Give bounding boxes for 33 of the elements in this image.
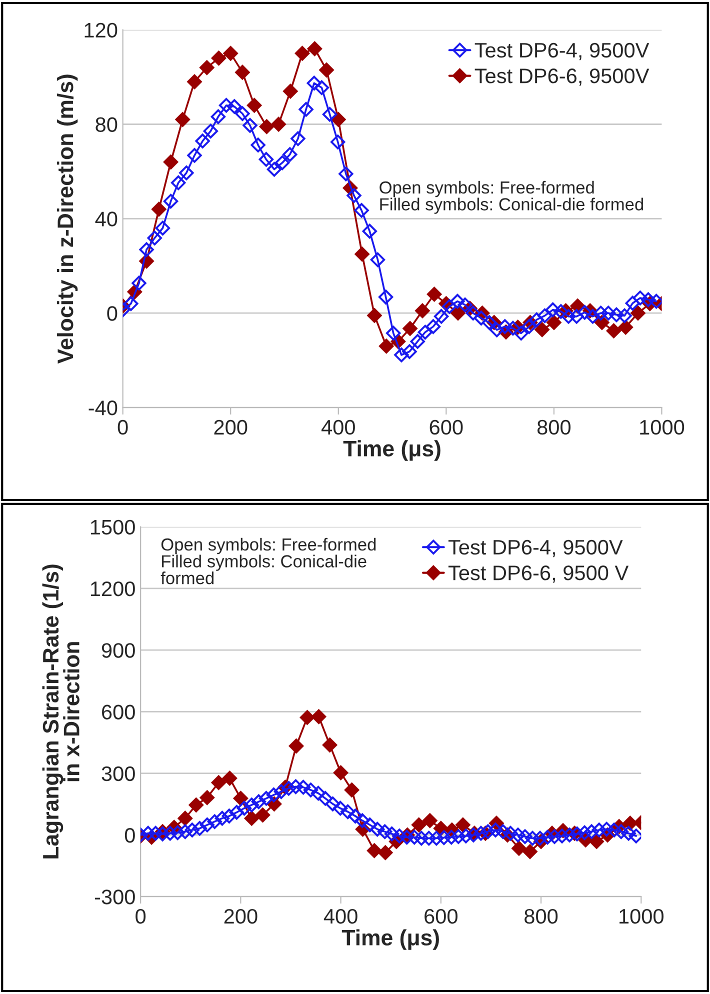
y-tick-label: 900 [102,643,135,658]
x-tick-label: 800 [537,420,571,435]
y-tick-label: 600 [102,704,135,720]
y-tick-label: 0 [107,306,118,321]
y-axis-title: Velocity in z-Direction (m/s) [56,74,78,364]
annotation: Open symbols: Free-formed Filled symbols: Conical-die formed [160,538,376,584]
x-axis-title: Time (μs) [342,929,439,950]
y-tick-label: 1500 [90,520,135,535]
annotation: Open symbols: Free-formed Filled symbols: Conical-die formed [380,180,644,214]
legend-label: Test DP6-4, 9500V [474,42,650,60]
y-tick-label: 40 [95,212,118,226]
y-tick-label: -40 [88,400,118,416]
x-axis-title: Time (μs) [343,440,440,461]
y-tick-label: 300 [102,766,135,782]
x-tick-label: 400 [321,420,355,435]
x-tick-label: 1000 [620,908,664,924]
x-tick-label: 200 [214,420,248,435]
y-tick-label: 80 [96,117,118,132]
legend-label: Test DP6-6, 9500V [474,68,650,86]
y-axis-title: Lagrangian Strain-Rate (1/s) in x-Direction [42,564,80,858]
x-tick-label: 400 [324,908,358,924]
legend-label: Test DP6-6, 9500 V [448,566,629,583]
x-tick-label: 200 [224,908,258,924]
y-tick-label: 0 [124,828,135,843]
x-tick-label: 600 [430,420,463,435]
y-tick-label: 1200 [90,581,135,596]
y-tick-label: 120 [84,22,118,38]
legend-label: Test DP6-4, 9500V [448,540,623,558]
x-tick-label: 800 [524,908,558,924]
x-tick-label: 0 [136,908,146,924]
x-tick-label: 600 [424,908,458,924]
x-tick-label: 1000 [640,420,684,435]
y-tick-label: -300 [94,890,135,904]
